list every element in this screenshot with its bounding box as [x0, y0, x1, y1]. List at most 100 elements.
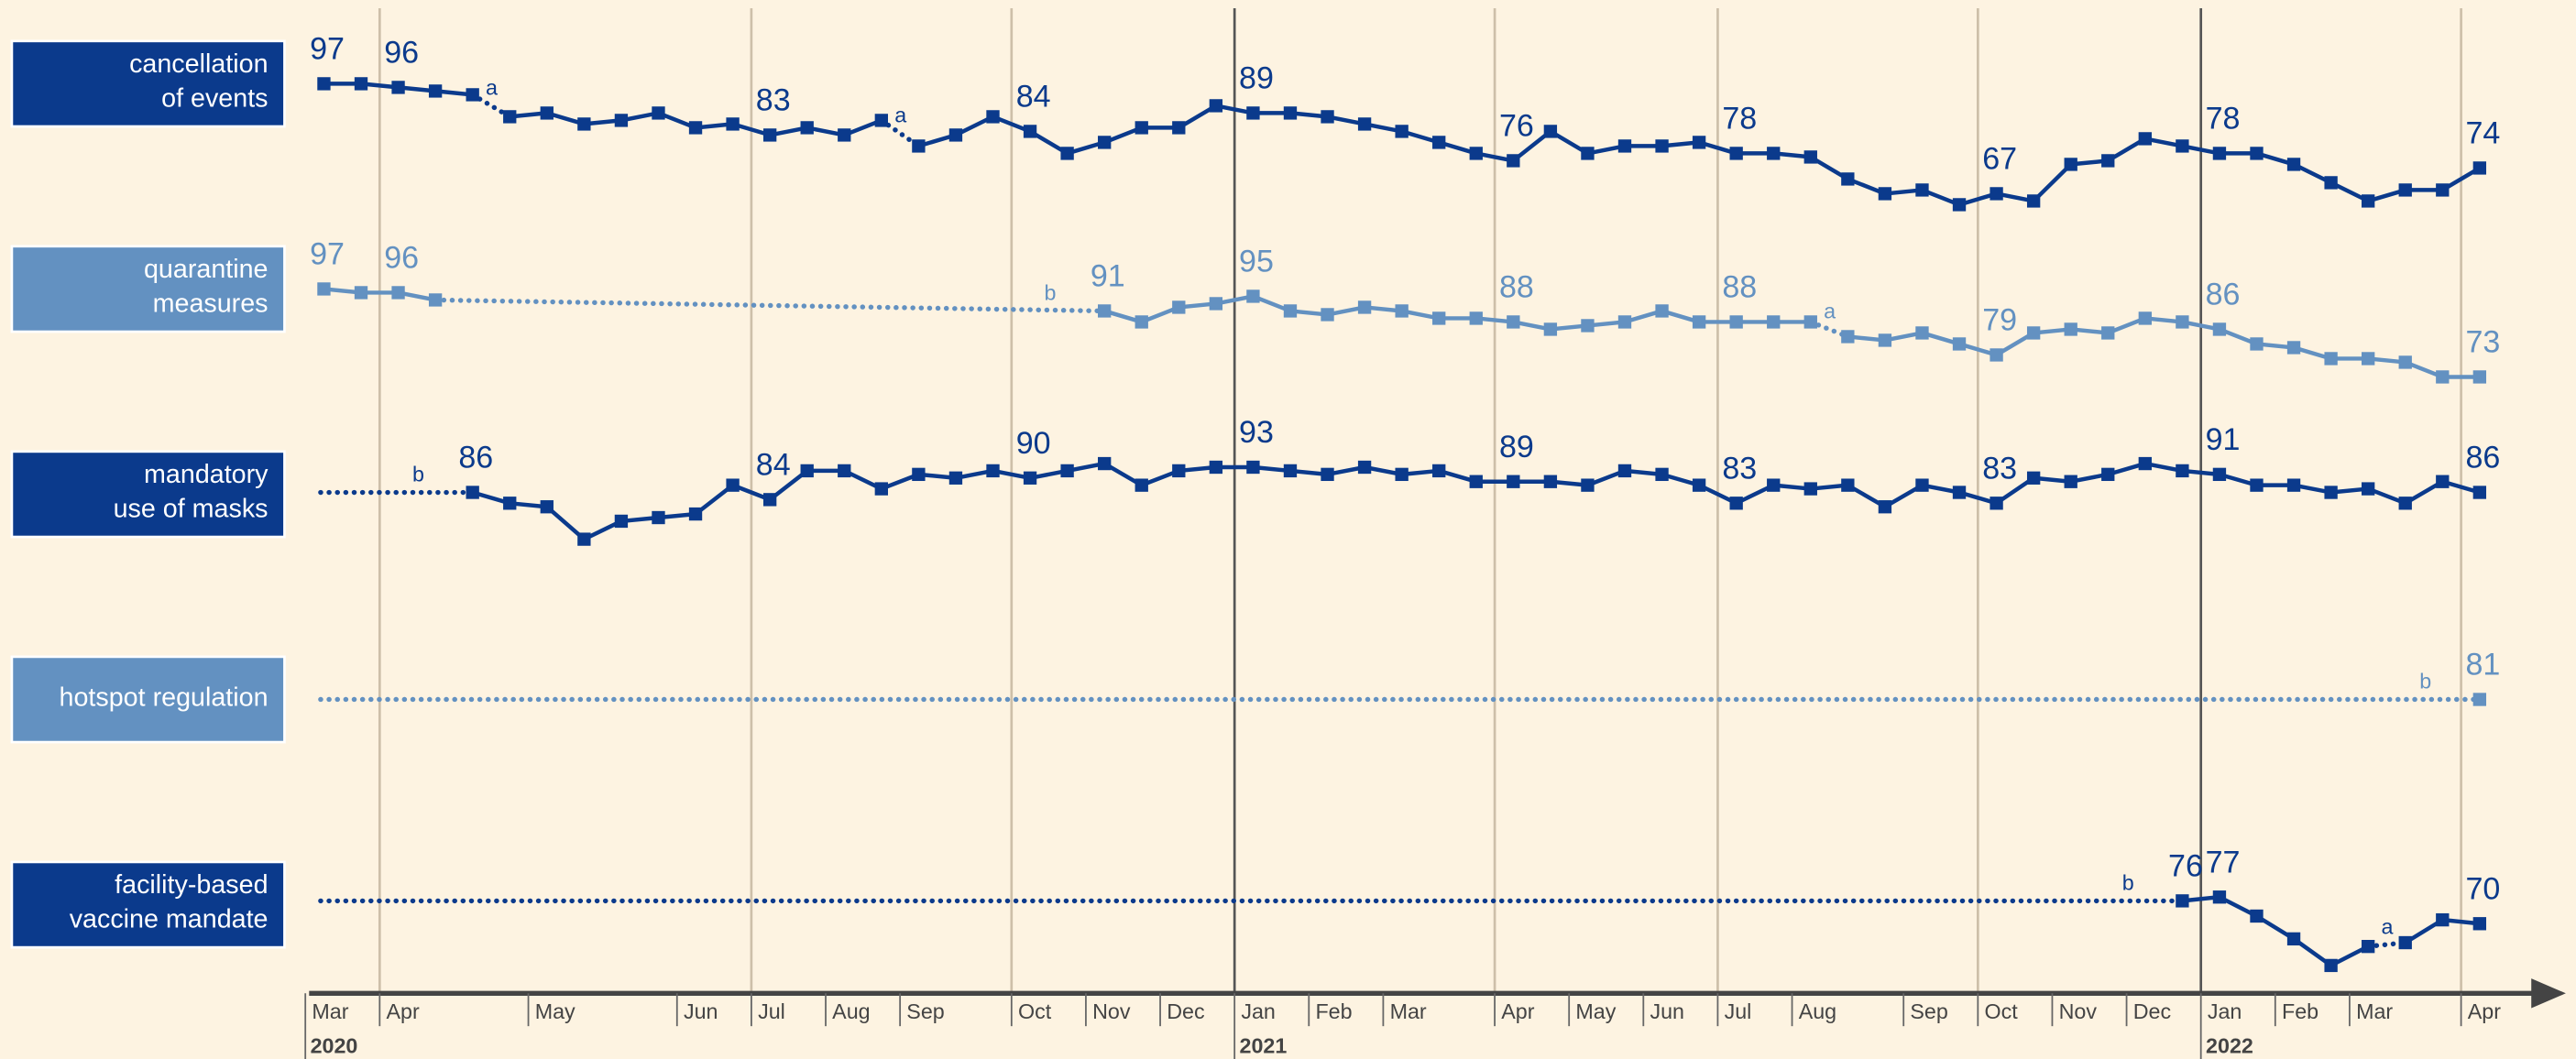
- marker: [726, 117, 740, 131]
- marker: [2064, 158, 2077, 171]
- marker: [1283, 304, 1298, 318]
- marker: [800, 464, 814, 478]
- x-tick-label: Jul: [1725, 999, 1752, 1023]
- marker: [1803, 482, 1817, 496]
- note-letter: b: [2419, 670, 2431, 693]
- x-tick-label: Aug: [1799, 999, 1836, 1023]
- marker: [1841, 478, 1855, 492]
- marker: [1432, 136, 1446, 149]
- marker: [1915, 478, 1929, 492]
- value-label: 76: [2168, 849, 2203, 884]
- x-tick-label: Sep: [906, 999, 944, 1023]
- marker: [2436, 183, 2450, 197]
- marker: [2398, 183, 2412, 197]
- marker: [2324, 176, 2338, 190]
- x-tick-label: Nov: [1092, 999, 1131, 1023]
- marker: [2324, 958, 2338, 973]
- marker: [1841, 330, 1855, 344]
- marker: [1321, 467, 1334, 482]
- x-tick-label: Sep: [1910, 999, 1947, 1023]
- marker: [1878, 333, 1892, 347]
- value-label: 96: [384, 36, 419, 71]
- marker: [1617, 464, 1632, 478]
- marker: [912, 139, 926, 153]
- x-tick-label: May: [1575, 999, 1616, 1023]
- marker: [317, 77, 331, 91]
- value-label: 97: [310, 237, 345, 272]
- marker: [1581, 147, 1595, 160]
- value-label: 97: [310, 32, 345, 67]
- value-label: 67: [1982, 142, 2017, 177]
- marker: [2176, 139, 2189, 153]
- value-label: 84: [1016, 80, 1051, 115]
- marker: [391, 286, 405, 300]
- x-tick-label: Aug: [832, 999, 870, 1023]
- value-label: 95: [1239, 245, 1274, 279]
- marker: [1878, 187, 1892, 201]
- marker: [2176, 464, 2189, 478]
- marker: [1357, 300, 1372, 314]
- marker: [1395, 125, 1409, 138]
- value-label: 84: [756, 448, 791, 483]
- marker: [1803, 150, 1817, 164]
- marker: [1395, 467, 1409, 482]
- series-label-box: [10, 450, 286, 539]
- marker: [317, 282, 331, 296]
- value-label: 74: [2465, 116, 2500, 151]
- value-label: 86: [2465, 441, 2500, 475]
- axis-arrow: [2531, 978, 2566, 1009]
- marker: [1581, 478, 1595, 492]
- marker: [2212, 322, 2227, 336]
- value-label: 76: [1499, 109, 1534, 144]
- marker: [1060, 464, 1074, 478]
- marker: [2472, 917, 2487, 931]
- value-label: 89: [1239, 61, 1274, 96]
- x-tick-label: May: [535, 999, 575, 1023]
- marker: [2026, 471, 2041, 485]
- marker: [503, 110, 517, 124]
- value-label: 88: [1722, 270, 1757, 305]
- marker: [1507, 475, 1520, 488]
- note-letter: b: [2122, 871, 2134, 895]
- marker: [1617, 139, 1632, 153]
- series-label-box: [10, 655, 286, 744]
- marker: [1246, 289, 1260, 303]
- marker: [1767, 315, 1781, 329]
- marker: [2436, 370, 2450, 384]
- marker: [1395, 304, 1409, 318]
- value-label: 78: [2206, 102, 2241, 136]
- series-row: mandatory use of masks b 86 84 90 93 89 83 83 91 8…: [10, 415, 2500, 546]
- marker: [2212, 890, 2227, 904]
- marker: [1135, 121, 1148, 135]
- value-label: 96: [384, 241, 419, 276]
- marker: [2212, 147, 2227, 160]
- x-tick-label: Oct: [1985, 999, 2019, 1023]
- marker: [1543, 125, 1558, 138]
- marker: [1098, 304, 1112, 318]
- marker: [1767, 478, 1781, 492]
- x-tick-label: Oct: [1018, 999, 1052, 1023]
- x-tick-label: Mar: [2356, 999, 2393, 1023]
- value-label: 70: [2465, 871, 2500, 906]
- marker: [688, 507, 703, 521]
- marker: [986, 110, 1000, 124]
- legend-label: quarantine measures: [143, 256, 269, 319]
- x-tick-label: Apr: [386, 999, 419, 1023]
- marker: [391, 81, 405, 94]
- marker: [1321, 308, 1334, 322]
- marker: [2436, 912, 2450, 927]
- marker: [2472, 486, 2487, 499]
- marker: [354, 286, 368, 300]
- series-row: quarantine measures b a 97 96 91 95 88 88 79 86 73: [10, 237, 2500, 384]
- marker: [948, 128, 963, 142]
- marker: [948, 471, 963, 485]
- value-label: 77: [2206, 845, 2241, 879]
- marker: [2362, 352, 2375, 366]
- marker: [2064, 475, 2077, 488]
- x-tick-label: Feb: [2282, 999, 2318, 1023]
- series-label-wrap: facility-based vaccine mandate: [70, 872, 269, 934]
- marker: [2176, 315, 2189, 329]
- x-tick-label: Jul: [758, 999, 785, 1023]
- marker: [2286, 932, 2301, 946]
- marker: [838, 128, 851, 142]
